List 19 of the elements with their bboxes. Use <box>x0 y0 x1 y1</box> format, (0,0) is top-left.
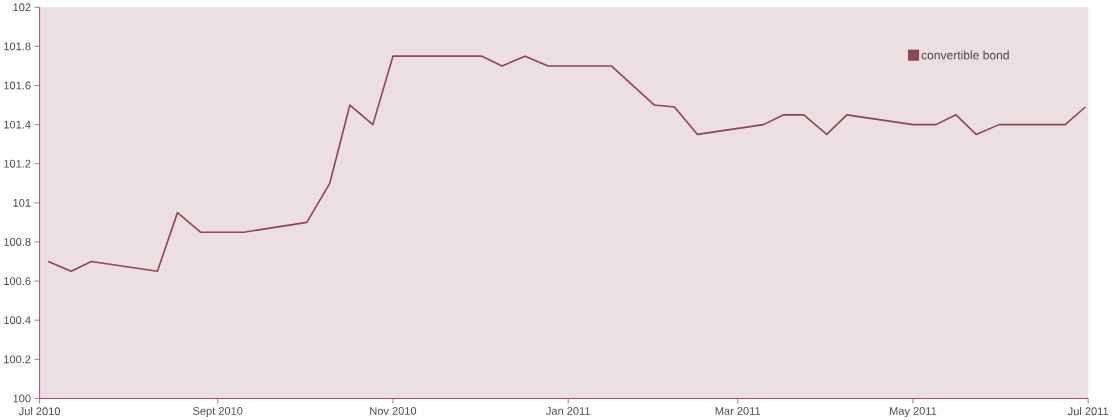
x-tick-label: Mar 2011 <box>715 406 761 415</box>
y-tick-label: 100 <box>13 394 31 403</box>
legend-label: convertible bond <box>921 50 1009 60</box>
x-tick-label: Jul 2011 <box>1067 406 1109 415</box>
y-tick-label: 102 <box>13 3 31 11</box>
x-tick-label: Sept 2010 <box>193 406 243 417</box>
y-tick-label: 101.8 <box>4 42 31 51</box>
y-tick-label: 100.2 <box>4 355 31 364</box>
x-tick-label: Nov 2010 <box>370 406 417 415</box>
x-tick-label: May 2011 <box>890 406 937 417</box>
y-tick-label: 100.6 <box>4 277 31 285</box>
x-tick-label: Jan 2011 <box>546 406 590 415</box>
x-tick-label: Jul 2010 <box>18 406 61 415</box>
y-tick-label: 100.8 <box>4 237 31 246</box>
y-tick-label: 101.4 <box>4 120 31 129</box>
y-tick-label: 100.4 <box>4 316 31 324</box>
y-tick-label: 101 <box>13 198 31 207</box>
y-tick-label: 101.6 <box>4 81 31 90</box>
y-tick-label: 101.2 <box>4 159 31 168</box>
